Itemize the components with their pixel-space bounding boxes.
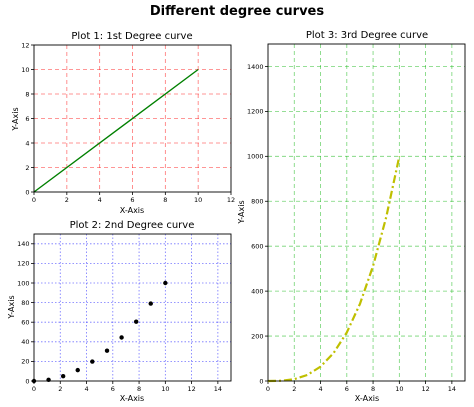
plot-3-ytick-label: 600 [251, 243, 263, 251]
plot-2-ytick-label: 0 [25, 377, 29, 385]
plot-2-ytick-label: 120 [17, 260, 29, 268]
plot-1-title: Plot 1: 1st Degree curve [71, 31, 192, 42]
plot-1-ytick-label: 10 [21, 66, 29, 74]
plot-2-xtick-label: 10 [161, 385, 169, 393]
plot-1-ytick-label: 2 [25, 164, 29, 172]
plot-2-ytick-label: 80 [21, 299, 29, 307]
plot-1-xtick-label: 4 [98, 196, 102, 204]
plot-1: Plot 1: 1st Degree curve X-Axis Y-Axis 0… [11, 31, 235, 215]
plot-3-xtick-label: 6 [345, 385, 349, 393]
plot-1-xtick-label: 12 [227, 196, 235, 204]
plot-2-ytick-label: 100 [17, 279, 29, 287]
plot-2-scatter-point [148, 301, 153, 306]
plot-3-ytick-label: 400 [251, 287, 263, 295]
plot-3-xtick-label: 4 [318, 385, 322, 393]
plot-1-series-line [33, 68, 199, 193]
plot-2-xtick-label: 2 [58, 385, 62, 393]
plot-3-series-line [267, 156, 401, 383]
plot-2-scatter-point [90, 359, 95, 364]
plot-2-xtick-label: 0 [32, 385, 36, 393]
plot-2-scatter-point [75, 367, 80, 373]
plot-2-xtick-label: 4 [84, 385, 88, 393]
plot-3: Plot 3: 3rd Degree curve X-Axis Y-Axis 0… [237, 30, 466, 403]
plot-2-xtick-label: 8 [137, 385, 141, 393]
plot-1-xtick-label: 6 [130, 196, 134, 204]
plot-2-scatter-point [163, 280, 168, 286]
plot-1-axes-frame [33, 44, 232, 193]
plot-3-xtick-label: 0 [266, 385, 270, 393]
plot-1-xtick-label: 8 [163, 196, 167, 204]
plot-2-xtick-label: 6 [111, 385, 115, 393]
plot-3-axes-frame [267, 43, 466, 382]
plot-2-title: Plot 2: 2nd Degree curve [70, 220, 195, 231]
plot-1-ylabel: Y-Axis [11, 107, 20, 131]
plot-2-ytick-label: 60 [21, 319, 29, 327]
plot-2-ytick-label: 40 [21, 338, 29, 346]
plot-1-xlabel: X-Axis [120, 206, 144, 215]
plot-3-ytick-label: 1200 [247, 108, 264, 116]
plot-2: Plot 2: 2nd Degree curve X-Axis Y-Axis 0… [7, 220, 232, 403]
plot-2-ylabel: Y-Axis [7, 295, 16, 319]
plot-2-scatter-point [104, 348, 110, 353]
plot-3-ytick-label: 800 [251, 198, 263, 206]
plot-3-xtick-label: 12 [421, 385, 429, 393]
plot-2-xtick-label: 14 [214, 385, 222, 393]
plot-3-grid [268, 44, 465, 381]
plot-2-scatter-point [133, 319, 139, 324]
plot-3-xtick-label: 14 [448, 385, 456, 393]
plot-1-xtick-label: 10 [194, 196, 202, 204]
plot-1-ytick-label: 4 [25, 139, 29, 147]
plot-1-ytick-label: 8 [25, 90, 29, 98]
plot-3-title: Plot 3: 3rd Degree curve [306, 30, 428, 41]
plot-2-xtick-label: 12 [187, 385, 195, 393]
plot-3-xtick-label: 8 [371, 385, 375, 393]
figure-suptitle: Different degree curves [150, 4, 324, 19]
plot-3-ytick-label: 1000 [247, 153, 264, 161]
plot-3-ylabel: Y-Axis [237, 200, 246, 224]
plot-2-ytick-label: 20 [21, 358, 29, 366]
plot-1-ytick-label: 6 [25, 115, 29, 123]
plot-1-xtick-label: 2 [65, 196, 69, 204]
plot-2-grid [34, 234, 231, 381]
plot-2-scatter-point [60, 373, 66, 379]
plot-3-ytick-label: 0 [259, 377, 263, 385]
plot-3-ytick-label: 1400 [247, 63, 264, 71]
plot-3-xtick-label: 10 [395, 385, 403, 393]
plot-1-ytick-label: 0 [25, 188, 29, 196]
plot-1-ytick-label: 12 [21, 41, 29, 49]
plot-2-ytick-label: 140 [17, 240, 29, 248]
plot-3-xtick-label: 2 [292, 385, 296, 393]
plot-3-ytick-label: 200 [251, 332, 263, 340]
plot-2-axes-frame [33, 233, 232, 382]
plot-2-xlabel: X-Axis [120, 394, 144, 403]
plot-1-xtick-label: 0 [32, 196, 36, 204]
plot-3-xlabel: X-Axis [355, 394, 379, 403]
plot-2-scatter-point [119, 335, 124, 340]
